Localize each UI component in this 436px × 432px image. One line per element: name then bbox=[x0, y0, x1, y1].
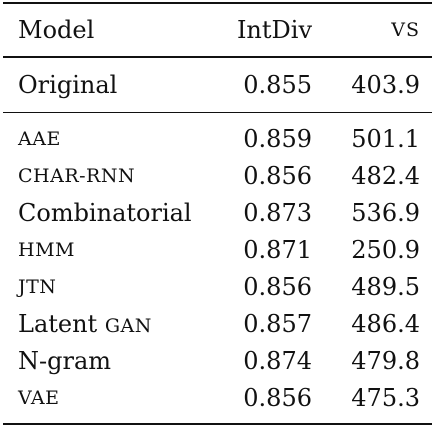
model-cell: JTN bbox=[18, 276, 57, 298]
model-cell: CHAR-RNN bbox=[18, 165, 136, 187]
vs-cell: 475.3 bbox=[351, 384, 420, 412]
header-row: Model IntDiv VS bbox=[3, 4, 432, 56]
vs-cell: 536.9 bbox=[351, 199, 420, 227]
model-cell: AAE bbox=[18, 128, 61, 150]
intdiv-cell: 0.874 bbox=[243, 347, 312, 375]
header-rule bbox=[3, 56, 432, 58]
vs-cell: 489.5 bbox=[351, 273, 420, 301]
results-table: Model IntDiv VS Original 0.855 403.9 AAE… bbox=[3, 0, 432, 425]
model-cell: Latent GAN bbox=[18, 306, 152, 345]
intdiv-cell: 0.856 bbox=[243, 162, 312, 190]
bottom-rule bbox=[3, 423, 432, 425]
intdiv-cell: 0.859 bbox=[243, 125, 312, 153]
vs-cell: 479.8 bbox=[351, 347, 420, 375]
table-row: N-gram 0.874 479.8 bbox=[3, 343, 432, 380]
table-row: Combinatorial 0.873 536.9 bbox=[3, 195, 432, 232]
model-cell-part: GAN bbox=[104, 315, 152, 337]
model-cell: HMM bbox=[18, 239, 75, 261]
mid-rule bbox=[3, 111, 432, 113]
intdiv-cell: 0.855 bbox=[243, 70, 312, 99]
header-vs: VS bbox=[391, 19, 420, 41]
intdiv-cell: 0.871 bbox=[243, 236, 312, 264]
intdiv-cell: 0.873 bbox=[243, 199, 312, 227]
vs-cell: 486.4 bbox=[351, 310, 420, 338]
table-row: VAE 0.856 475.3 bbox=[3, 380, 432, 417]
header-model: Model bbox=[18, 16, 95, 44]
table-row: JTN 0.856 489.5 bbox=[3, 269, 432, 306]
model-cell: Original bbox=[18, 70, 118, 99]
model-cell: N-gram bbox=[18, 347, 112, 375]
table-row: HMM 0.871 250.9 bbox=[3, 232, 432, 269]
table-row: Latent GAN 0.857 486.4 bbox=[3, 306, 432, 343]
vs-cell: 501.1 bbox=[351, 125, 420, 153]
header-intdiv: IntDiv bbox=[236, 16, 312, 44]
table-row-original: Original 0.855 403.9 bbox=[3, 58, 432, 112]
intdiv-cell: 0.857 bbox=[243, 310, 312, 338]
intdiv-cell: 0.856 bbox=[243, 273, 312, 301]
model-cell-part: Latent bbox=[18, 310, 98, 338]
top-rule bbox=[3, 2, 432, 4]
table-row: CHAR-RNN 0.856 482.4 bbox=[3, 158, 432, 195]
table-row: AAE 0.859 501.1 bbox=[3, 121, 432, 158]
model-cell: Combinatorial bbox=[18, 199, 192, 227]
vs-cell: 482.4 bbox=[351, 162, 420, 190]
vs-cell: 403.9 bbox=[351, 70, 420, 99]
vs-cell: 250.9 bbox=[351, 236, 420, 264]
model-cell: VAE bbox=[18, 387, 60, 409]
intdiv-cell: 0.856 bbox=[243, 384, 312, 412]
